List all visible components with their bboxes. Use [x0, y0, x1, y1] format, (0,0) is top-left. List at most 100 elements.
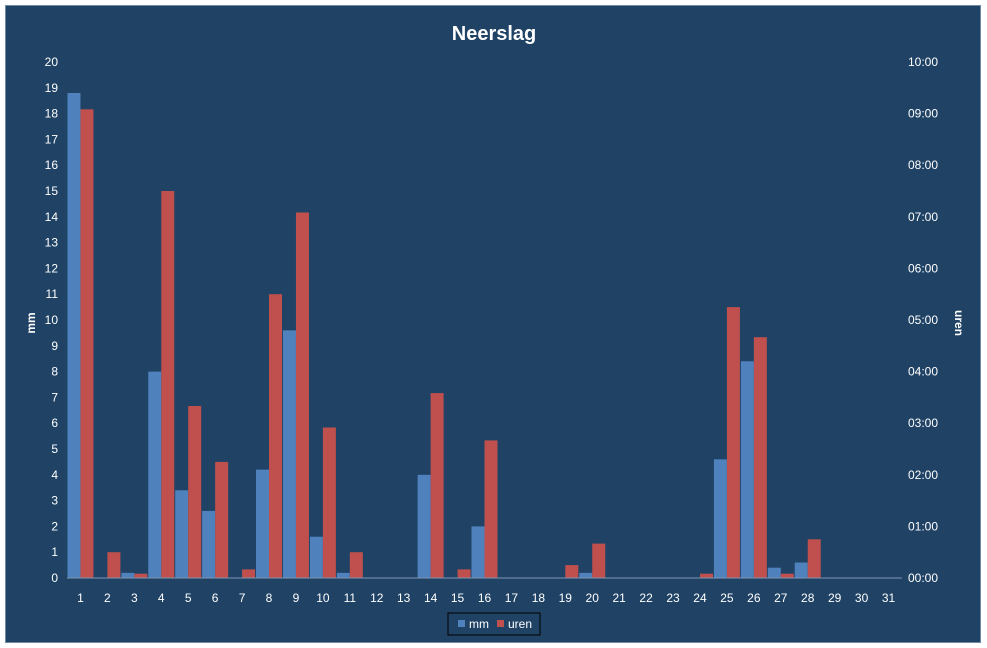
y2-tick-label: 08:00	[908, 158, 938, 172]
bar-mm	[121, 572, 135, 578]
bar-uren	[295, 212, 309, 578]
bar-mm	[336, 572, 350, 578]
y2-tick-label: 09:00	[908, 107, 938, 121]
bar-uren	[592, 543, 606, 578]
y-tick-label: 6	[51, 416, 58, 430]
x-tick-label: 17	[505, 591, 519, 605]
x-tick-label: 13	[397, 591, 411, 605]
y-tick-label: 18	[45, 107, 59, 121]
x-tick-label: 20	[586, 591, 600, 605]
bar-uren	[215, 461, 229, 578]
bar-mm	[740, 361, 754, 578]
x-tick-label: 23	[666, 591, 680, 605]
legend-swatch-uren	[497, 620, 504, 627]
legend: mm uren	[447, 612, 541, 636]
y2-tick-label: 05:00	[908, 313, 938, 327]
x-tick-label: 19	[559, 591, 573, 605]
y-tick-label: 5	[51, 442, 58, 456]
bar-uren	[807, 539, 821, 578]
bar-mm	[148, 371, 162, 578]
bar-uren	[726, 307, 740, 578]
bar-mm	[794, 562, 808, 578]
bar-mm	[767, 567, 781, 578]
bar-mm	[256, 469, 270, 578]
x-tick-label: 31	[882, 591, 896, 605]
y-tick-label: 16	[45, 158, 59, 172]
bar-mm	[175, 490, 189, 578]
x-tick-label: 28	[801, 591, 815, 605]
y-tick-label: 12	[45, 261, 59, 275]
y-axis-title: mm	[24, 312, 38, 333]
legend-box	[447, 612, 541, 636]
bar-uren	[107, 552, 121, 578]
bar-uren	[699, 573, 713, 578]
x-tick-label: 22	[639, 591, 653, 605]
x-tick-label: 27	[774, 591, 788, 605]
y-tick-label: 7	[51, 390, 58, 404]
y-tick-label: 11	[46, 287, 59, 301]
y2-tick-label: 02:00	[908, 468, 938, 482]
y-tick-label: 15	[45, 184, 59, 198]
y2-tick-label: 10:00	[908, 55, 938, 69]
chart-area: Neerslag mm uren 0 1 2 3 4 5 6 7 8 9 10 11 12 13 14 15 1…	[5, 5, 981, 643]
x-tick-label: 1	[77, 591, 84, 605]
x-tick-label: 29	[828, 591, 842, 605]
x-tick-label: 2	[104, 591, 111, 605]
x-tick-label: 15	[451, 591, 465, 605]
bar-mm	[471, 526, 485, 578]
x-tick-label: 10	[316, 591, 330, 605]
x-tick-label: 12	[370, 591, 384, 605]
bar-uren	[484, 440, 498, 578]
y2-tick-label: 01:00	[908, 519, 938, 533]
x-tick-label: 16	[478, 591, 492, 605]
y2-tick-label: 03:00	[908, 416, 938, 430]
y-tick-label: 13	[45, 236, 59, 250]
bar-mm	[309, 536, 323, 578]
bar-uren	[134, 573, 148, 578]
y2-tick-label: 07:00	[908, 210, 938, 224]
bar-uren	[188, 406, 202, 578]
y-tick-label: 8	[51, 365, 58, 379]
x-tick-label: 18	[532, 591, 546, 605]
plot-area	[67, 92, 821, 579]
x-tick-label: 7	[239, 591, 246, 605]
legend-label-mm: mm	[469, 617, 489, 631]
x-tick-label: 24	[693, 591, 707, 605]
y-tick-label: 0	[51, 571, 58, 585]
x-tick-label: 11	[344, 591, 357, 605]
y2-tick-label: 06:00	[908, 261, 938, 275]
bar-uren	[565, 565, 579, 578]
x-tick-label: 5	[185, 591, 192, 605]
chart-title: Neerslag	[452, 23, 537, 45]
y-tick-label: 1	[51, 545, 58, 559]
x-tick-label: 3	[131, 591, 138, 605]
bar-uren	[161, 191, 175, 578]
x-tick-label: 6	[212, 591, 219, 605]
y2-tick-label: 00:00	[908, 571, 938, 585]
bar-uren	[753, 337, 767, 578]
bar-mm	[417, 474, 431, 578]
x-tick-label: 25	[720, 591, 734, 605]
x-tick-label: 4	[158, 591, 165, 605]
bar-mm	[713, 459, 727, 578]
bar-mm	[67, 92, 81, 579]
y2-axis-title: uren	[952, 310, 966, 336]
y-tick-label: 20	[45, 55, 59, 69]
y-tick-label: 19	[45, 81, 59, 95]
bar-uren	[780, 573, 794, 578]
x-tick-label: 9	[293, 591, 300, 605]
y-tick-label: 14	[45, 210, 59, 224]
bar-uren	[349, 552, 363, 578]
bar-uren	[80, 109, 94, 579]
bar-mm	[282, 330, 296, 578]
bar-uren	[242, 569, 256, 578]
x-tick-label: 26	[747, 591, 761, 605]
chart-canvas: Neerslag mm uren 01234567891011121314151…	[24, 23, 966, 636]
bar-uren	[269, 294, 283, 578]
bar-mm	[202, 510, 216, 578]
y2-tick-label: 04:00	[908, 365, 938, 379]
bar-uren	[457, 569, 471, 578]
bar-mm	[579, 572, 593, 578]
x-tick-label: 14	[424, 591, 438, 605]
